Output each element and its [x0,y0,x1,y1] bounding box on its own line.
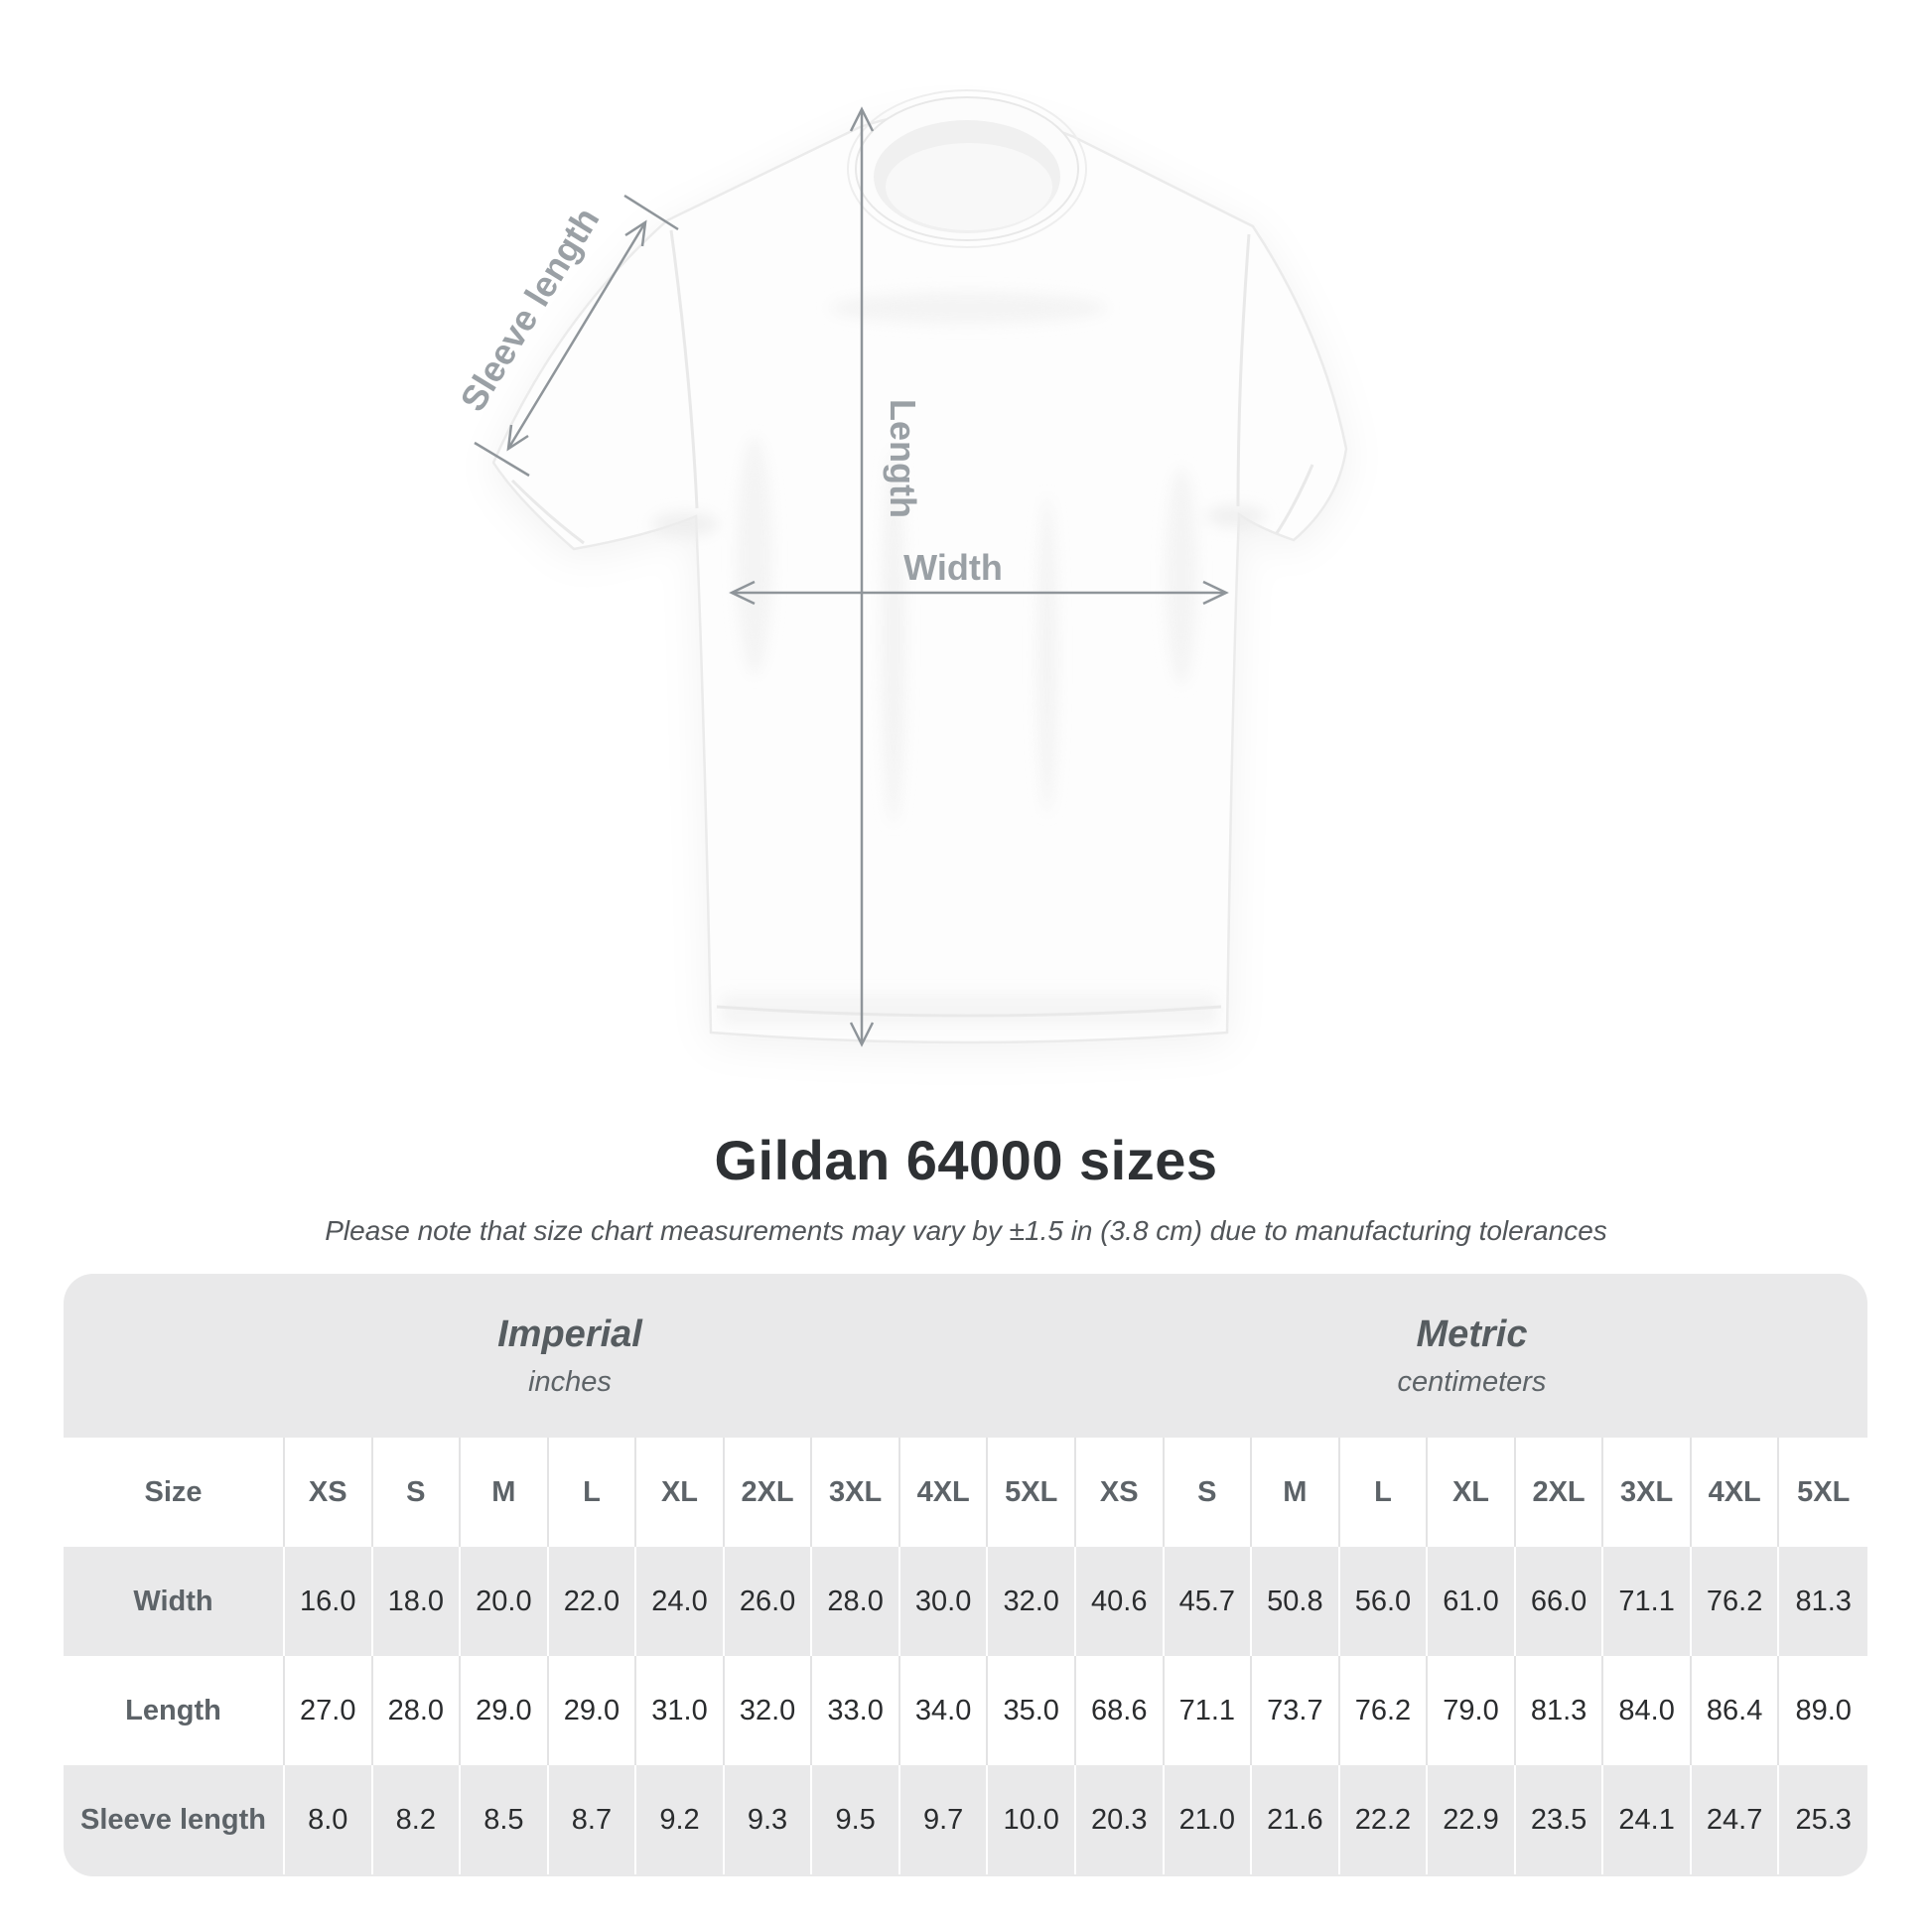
value-cell-metric: 89.0 [1779,1656,1867,1765]
size-header-metric: XS [1076,1438,1165,1547]
value-cell-metric: 22.9 [1428,1765,1516,1874]
value-cell-metric: 73.7 [1252,1656,1340,1765]
value-cell-imperial: 28.0 [372,1656,462,1765]
value-cell-metric: 21.0 [1165,1765,1253,1874]
value-cell-imperial: 8.0 [285,1765,373,1874]
tshirt-measurement-diagram: Sleeve length Length Width [452,89,1348,1047]
imperial-heading: Imperial [497,1312,642,1355]
value-cell-imperial: 9.3 [725,1765,813,1874]
value-cell-imperial: 8.5 [461,1765,549,1874]
size-header-imperial: M [461,1438,549,1547]
size-column-header: Size [64,1438,285,1547]
metric-heading: Metric [1416,1312,1528,1355]
value-cell-imperial: 33.0 [812,1656,900,1765]
width-arrow [729,580,1229,606]
value-cell-imperial: 24.0 [636,1547,725,1656]
row-label: Length [64,1656,285,1765]
size-header-metric: S [1164,1438,1253,1547]
tolerance-note: Please note that size chart measurements… [325,1215,1607,1246]
value-cell-imperial: 9.2 [636,1765,725,1874]
value-cell-imperial: 10.0 [988,1765,1076,1874]
collar [847,89,1087,248]
value-cell-metric: 40.6 [1076,1547,1165,1656]
size-header-metric: L [1339,1438,1429,1547]
length-label: Length [883,399,923,518]
value-cell-imperial: 27.0 [285,1656,373,1765]
value-cell-metric: 71.1 [1603,1547,1692,1656]
unit-group-metric: Metric centimeters [1076,1274,1867,1438]
width-label: Width [903,547,1003,588]
value-cell-metric: 45.7 [1165,1547,1253,1656]
sleeve-length-arrow [474,194,679,478]
unit-group-imperial: Imperial inches [64,1274,1076,1438]
size-header-imperial: XS [285,1438,373,1547]
value-cell-metric: 71.1 [1164,1656,1253,1765]
value-cell-imperial: 35.0 [988,1656,1076,1765]
value-cell-metric: 24.1 [1603,1765,1692,1874]
value-cell-imperial: 20.0 [461,1547,549,1656]
size-header-imperial: 3XL [812,1438,900,1547]
value-cell-imperial: 31.0 [636,1656,725,1765]
value-cell-imperial: 22.0 [549,1547,637,1656]
value-cell-metric: 84.0 [1603,1656,1692,1765]
size-chart-table: Imperial inches Metric centimeters Size X… [64,1274,1867,1876]
value-cell-imperial: 34.0 [899,1656,989,1765]
value-cell-metric: 81.3 [1515,1656,1604,1765]
size-header-imperial: L [548,1438,637,1547]
value-cell-metric: 20.3 [1076,1765,1165,1874]
value-cell-imperial: 26.0 [725,1547,813,1656]
size-header-metric: 2XL [1515,1438,1604,1547]
value-cell-imperial: 9.7 [900,1765,989,1874]
size-header-imperial: XL [636,1438,725,1547]
value-cell-metric: 24.7 [1692,1765,1780,1874]
value-cell-metric: 23.5 [1516,1765,1604,1874]
size-header-imperial: 2XL [724,1438,813,1547]
fabric-folds [651,292,1266,1025]
value-cell-metric: 22.2 [1340,1765,1429,1874]
size-header-metric: 3XL [1603,1438,1692,1547]
value-cell-imperial: 28.0 [812,1547,900,1656]
size-header-metric: 5XL [1779,1438,1867,1547]
value-cell-imperial: 18.0 [373,1547,462,1656]
value-cell-metric: 79.0 [1428,1656,1516,1765]
value-cell-metric: 61.0 [1428,1547,1516,1656]
seam-lines [510,229,1314,1018]
size-header-imperial: 4XL [899,1438,989,1547]
size-header-imperial: S [372,1438,462,1547]
row-label: Width [64,1547,285,1656]
unit-header-band: Imperial inches Metric centimeters [64,1274,1867,1438]
value-cell-imperial: 30.0 [900,1547,989,1656]
value-cell-metric: 81.3 [1795,1585,1852,1617]
imperial-unit-label: inches [528,1365,612,1398]
tshirt-body [491,109,1348,1044]
value-cell-metric: 56.0 [1340,1547,1429,1656]
value-cell-metric: 68.6 [1076,1656,1165,1765]
size-header-metric: 4XL [1691,1438,1780,1547]
value-cell-imperial: 16.0 [285,1547,373,1656]
length-arrow [849,106,875,1047]
value-cell-metric: 76.2 [1339,1656,1429,1765]
value-cell-imperial: 9.5 [812,1765,900,1874]
page-title: Gildan 64000 sizes [714,1129,1218,1191]
size-header-metric: XL [1428,1438,1516,1547]
value-cell-imperial: 32.0 [724,1656,813,1765]
value-cell-imperial: 8.7 [549,1765,637,1874]
size-header-metric: M [1252,1438,1340,1547]
value-cell-imperial: 8.2 [373,1765,462,1874]
value-cell-metric: 21.6 [1252,1765,1340,1874]
size-header-imperial: 5XL [988,1438,1076,1547]
value-cell-metric: 25.3 [1795,1803,1852,1836]
row-label: Sleeve length [64,1765,285,1874]
value-cell-metric: 66.0 [1516,1547,1604,1656]
value-cell-metric: 76.2 [1692,1547,1780,1656]
size-grid: Size XS S M L XL 2XL 3XL 4XL 5XL XS S M L XL 2XL 3XL 4XL 5… [64,1438,1867,1874]
value-cell-imperial: 29.0 [461,1656,549,1765]
value-cell-metric: 50.8 [1252,1547,1340,1656]
metric-unit-label: centimeters [1397,1365,1547,1398]
value-cell-imperial: 32.0 [988,1547,1076,1656]
value-cell-imperial: 29.0 [548,1656,637,1765]
value-cell-metric: 86.4 [1691,1656,1780,1765]
